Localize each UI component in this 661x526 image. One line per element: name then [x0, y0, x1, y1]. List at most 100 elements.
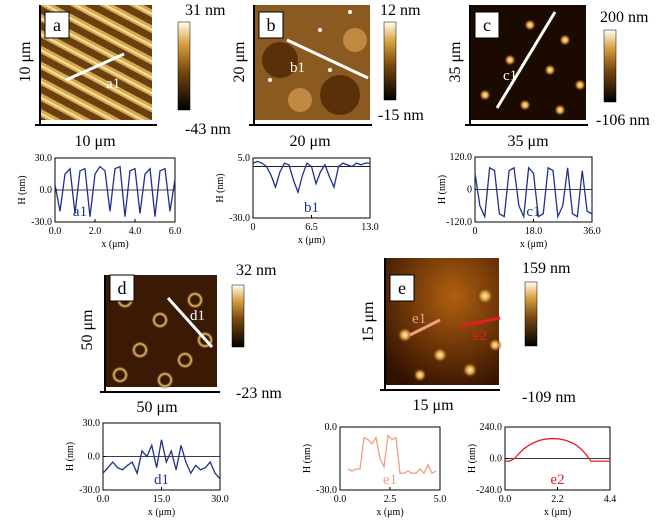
x-tick-label: 0.0 [49, 226, 62, 237]
x-tick-label: 15.0 [153, 494, 171, 505]
y-tick-label: 30.0 [35, 153, 53, 164]
afm-image [249, 5, 372, 126]
profile-annotation: b1 [304, 200, 319, 216]
scale-min: -23 nm [236, 385, 282, 402]
profile-annotation: e1 [383, 472, 397, 488]
panel-letter: b [267, 15, 276, 35]
panel-letter: e [398, 278, 406, 298]
panel-letter-box [474, 11, 500, 39]
scale-min: -106 nm [596, 112, 650, 129]
y-axis-label: H (nm) [65, 442, 76, 471]
y-tick-label: 120.0 [450, 152, 473, 163]
y-tick-label: 30.0 [83, 418, 101, 429]
x-axis-label: x (μm) [376, 507, 403, 518]
y-tick-label: 240.0 [480, 422, 503, 433]
y-size: 20 μm [231, 41, 248, 83]
scale-max: 31 nm [185, 2, 226, 19]
x-size: 50 μm [136, 399, 178, 416]
scale-max: 32 nm [236, 262, 277, 279]
x-tick-label: 2.2 [551, 494, 564, 505]
profile-line [474, 166, 593, 220]
x-axis-label: x (μm) [101, 239, 128, 250]
panel-letter-box [109, 274, 135, 302]
panel-letter-box [258, 11, 284, 39]
y-tick-label: -30.0 [229, 213, 250, 224]
panel-letter: d [118, 278, 127, 298]
profile-label: e2 [473, 328, 487, 344]
profile-line [102, 439, 221, 480]
x-size: 20 μm [289, 133, 331, 150]
y-tick-label: -30.0 [31, 217, 52, 228]
y-tick-label: 0.0 [325, 422, 338, 433]
profile-annotation: e2 [550, 472, 564, 488]
x-tick-label: 0.0 [499, 494, 512, 505]
profile-line [505, 437, 610, 462]
profile-label: d1 [190, 308, 205, 324]
scale-max: 200 nm [600, 9, 649, 26]
x-axis-label: x (μm) [298, 235, 325, 246]
panel-letter-box [44, 11, 70, 39]
y-tick-label: 0 [467, 185, 472, 196]
x-tick-label: 0 [251, 222, 256, 233]
y-size: 15 μm [360, 301, 377, 343]
color-bar [603, 29, 617, 103]
y-axis-label: H (nm) [302, 444, 313, 473]
color-bar [231, 284, 245, 348]
profile-annotation: c1 [526, 204, 540, 220]
x-axis-label: x (μm) [148, 507, 175, 518]
color-bar [524, 281, 538, 347]
x-tick-label: 0.0 [334, 494, 347, 505]
profile-label: e1 [412, 311, 426, 327]
panel-letter: c [483, 15, 491, 35]
color-bar [383, 21, 397, 101]
x-size: 15 μm [412, 397, 454, 414]
y-tick-label: -30.0 [79, 485, 100, 496]
x-tick-label: 36.0 [583, 226, 601, 237]
scale-max: 12 nm [380, 2, 421, 19]
profile-label: b1 [290, 60, 305, 76]
profile-label: a1 [106, 76, 120, 92]
profile-line [54, 165, 176, 217]
x-tick-label: 6.5 [305, 222, 318, 233]
profile-label: c1 [503, 68, 517, 84]
x-axis-label: x (μm) [544, 507, 571, 518]
x-tick-label: 18.0 [525, 226, 543, 237]
x-tick-label: 0.0 [97, 494, 110, 505]
y-size: 10 μm [17, 41, 34, 83]
profile-line [252, 160, 370, 195]
x-size: 10 μm [74, 133, 116, 150]
x-tick-label: 5.0 [434, 494, 447, 505]
y-tick-label: 0.0 [40, 185, 53, 196]
panel-letter-box [389, 274, 415, 302]
y-tick-label: -30.0 [316, 485, 337, 496]
y-tick-label: 0.0 [88, 452, 101, 463]
y-tick-label: 5.0 [238, 153, 251, 164]
x-size: 35 μm [507, 133, 549, 150]
x-tick-label: 30.0 [211, 494, 229, 505]
x-tick-label: 4.4 [604, 494, 617, 505]
x-tick-label: 2.5 [384, 494, 397, 505]
y-tick-label: -240.0 [476, 485, 502, 496]
scale-min: -15 nm [378, 107, 424, 124]
x-tick-label: 4.0 [129, 226, 142, 237]
profile-annotation: a1 [73, 204, 87, 220]
y-axis-label: H (nm) [467, 444, 478, 473]
color-bar [177, 21, 191, 111]
y-axis-label: H (nm) [437, 175, 448, 204]
scale-max: 159 nm [522, 260, 571, 277]
x-tick-label: 13.0 [361, 222, 379, 233]
x-tick-label: 2.0 [89, 226, 102, 237]
y-tick-label: 0.0 [490, 454, 503, 465]
y-size: 50 μm [79, 309, 96, 351]
y-axis-label: H (nm) [215, 173, 226, 202]
scale-min: -43 nm [185, 121, 231, 138]
x-tick-label: 0 [473, 226, 478, 237]
profile-annotation: d1 [154, 472, 169, 488]
panel-letter: a [53, 15, 61, 35]
x-tick-label: 6.0 [169, 226, 182, 237]
scale-min: -109 nm [522, 389, 576, 406]
y-tick-label: -120.0 [446, 217, 472, 228]
y-size: 35 μm [447, 41, 464, 83]
profile-line [347, 433, 437, 475]
